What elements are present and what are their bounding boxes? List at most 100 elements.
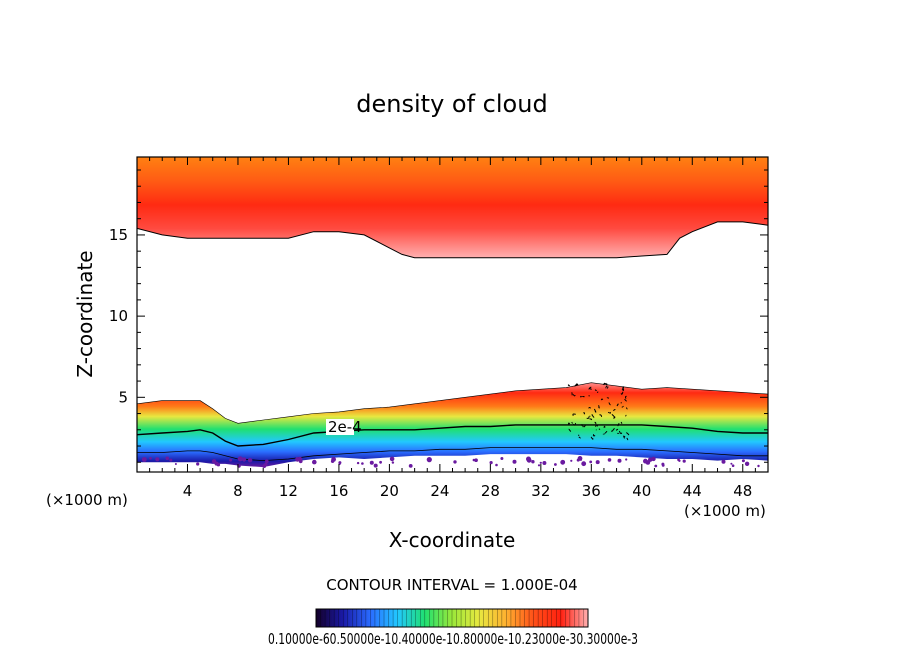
x-tick-label: 28 — [481, 482, 500, 500]
contour-2e-4 — [137, 424, 768, 447]
cloud-base-cell — [389, 456, 395, 462]
cloud-base-cell — [330, 459, 335, 463]
cloud-base-cell — [361, 462, 364, 465]
cloud-base-cell — [149, 457, 152, 460]
cloud-base-cell — [678, 459, 681, 462]
cloud-base-cell — [661, 464, 665, 467]
cell-contour — [621, 405, 624, 408]
cloud-base-cell — [211, 459, 217, 464]
cell-contour — [620, 391, 624, 395]
cloud-base-cell — [169, 458, 173, 462]
inner-contour — [137, 447, 768, 462]
cell-contour — [605, 382, 608, 386]
cell-contour — [607, 411, 612, 414]
cell-contour — [586, 416, 590, 419]
cell-contour — [578, 434, 580, 436]
cloud-base-cell — [570, 459, 573, 462]
cloud-base-cell — [500, 457, 504, 460]
cell-contour — [604, 430, 608, 434]
cloud-base-cell — [391, 461, 395, 464]
cell-contour — [595, 424, 599, 427]
cloud-base-cell — [229, 458, 233, 462]
chart-title: density of cloud — [356, 90, 547, 118]
cloud-base-cell — [247, 458, 253, 463]
cloud-base-cell — [426, 457, 432, 463]
cell-contour — [582, 395, 585, 398]
cloud-base-cell — [474, 458, 478, 463]
cloud-base-cell — [554, 463, 557, 466]
cell-contour — [620, 421, 623, 425]
x-tick-label: 4 — [183, 482, 193, 500]
cell-contour — [578, 436, 582, 439]
y-tick-label: 10 — [109, 307, 128, 325]
cloud-base-cell — [155, 457, 160, 462]
lower-layer-top-contour — [137, 382, 768, 424]
cloud-base-cell — [453, 460, 457, 464]
cell-contour — [623, 435, 626, 438]
cell-contour — [598, 405, 600, 409]
cell-contour — [588, 387, 592, 390]
cloud-base-cell — [731, 464, 735, 468]
cloud-base-cell — [264, 459, 269, 464]
cloud-base-cell — [512, 459, 517, 464]
cell-contour — [580, 395, 582, 398]
y-axis-label: Z-coordinate — [73, 250, 97, 377]
x-tick-label: 8 — [233, 482, 243, 500]
cloud-base-cell — [495, 463, 498, 467]
cloud-base-cell — [408, 464, 413, 468]
y-tick-label: 15 — [109, 226, 128, 244]
cell-contour — [572, 413, 576, 416]
contour-label: 2e-4 — [328, 418, 362, 436]
x-tick-label: 20 — [380, 482, 399, 500]
x-axis-ticks: 4 8 12 16 20 24 28 32 36 40 44 48 — [149, 157, 756, 500]
cloud-base-cell — [741, 459, 745, 463]
cell-contour — [592, 433, 596, 437]
cloud-base-cell — [472, 458, 476, 462]
cell-contour — [598, 428, 601, 430]
cell-contour — [572, 423, 577, 426]
cloud-base-cell — [730, 462, 733, 465]
cell-contour — [621, 388, 625, 391]
cell-contour — [572, 394, 576, 397]
cell-contour — [624, 395, 627, 399]
cloud-base-cell — [379, 460, 382, 464]
colorbar-labels: 0.10000e-60.50000e-10.40000e-10.80000e-1… — [268, 630, 638, 648]
colorbar-ticks — [320, 609, 584, 627]
cell-contour — [626, 432, 630, 436]
cell-contour — [583, 412, 586, 415]
cell-contour — [594, 421, 597, 425]
cell-contour — [616, 403, 619, 407]
cell-contour — [624, 398, 627, 402]
cell-contour — [626, 437, 629, 441]
x-tick-label: 40 — [632, 482, 651, 500]
cell-contour — [590, 436, 594, 440]
cell-contour — [574, 383, 578, 387]
cell-contour — [567, 422, 571, 426]
cloud-base-cell — [237, 456, 243, 462]
y-axis-ticks: 5 10 15 — [109, 169, 768, 463]
cloud-base-cell — [682, 459, 686, 463]
x-tick-label: 36 — [582, 482, 601, 500]
cell-contour — [575, 383, 579, 387]
cell-contour — [617, 422, 620, 427]
cell-contour — [580, 424, 584, 428]
cloud-base-cell — [174, 463, 177, 465]
cell-contour — [589, 418, 593, 421]
y-tick-label: 5 — [118, 388, 128, 406]
cloud-base-cell — [539, 461, 542, 464]
cloud-base-cell — [607, 458, 612, 462]
cloud-base-cell — [216, 463, 221, 467]
x-tick-label: 44 — [683, 482, 702, 500]
cell-contour — [626, 407, 628, 410]
cell-contour — [603, 425, 606, 428]
cell-contour — [591, 414, 595, 418]
cell-contour — [583, 424, 586, 428]
upper-cloud-layer — [137, 157, 768, 258]
cloud-base-cell — [489, 461, 493, 465]
cloud-base-cell — [580, 458, 582, 461]
cell-contour — [568, 428, 572, 432]
cloud-base-cell — [196, 462, 200, 466]
cloud-base-cell — [542, 461, 547, 465]
cloud-base-cell — [356, 461, 360, 465]
